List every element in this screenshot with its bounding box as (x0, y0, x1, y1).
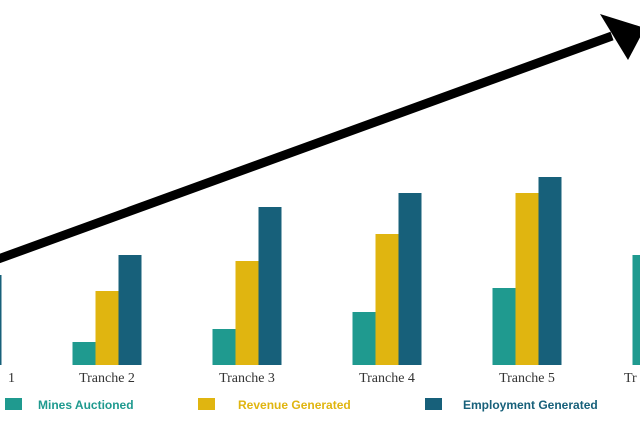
x-tick-label: Tr (624, 371, 637, 386)
legend-label: Employment Generated (463, 398, 598, 412)
bar (632, 255, 640, 365)
legend-swatch (425, 398, 442, 410)
bar (258, 207, 282, 365)
x-tick-label: Tranche 3 (219, 371, 275, 386)
bar (515, 193, 539, 365)
bar (538, 177, 562, 365)
x-tick-label: Tranche 5 (499, 371, 555, 386)
bar (398, 193, 422, 365)
bar (492, 288, 516, 365)
bar (72, 342, 96, 365)
bar (118, 255, 142, 365)
plot: 1 Tranche 2 Tranche 3 Tranche 4 Tranche 5 Tr (0, 14, 640, 386)
x-tick-label: Tranche 2 (79, 371, 135, 386)
trend-arrow (0, 31, 614, 264)
arrow-head (600, 14, 640, 60)
x-tick-label: 1 (8, 371, 15, 386)
legend-label: Mines Auctioned (38, 398, 134, 412)
x-tick-label: Tranche 4 (359, 371, 415, 386)
bar (352, 312, 376, 365)
legend-swatch (5, 398, 22, 410)
bar (212, 329, 236, 365)
bar (95, 291, 119, 365)
bar (0, 275, 2, 365)
bar (375, 234, 399, 365)
legend-label: Revenue Generated (238, 398, 351, 412)
legend-swatch (198, 398, 215, 410)
bar (235, 261, 259, 365)
